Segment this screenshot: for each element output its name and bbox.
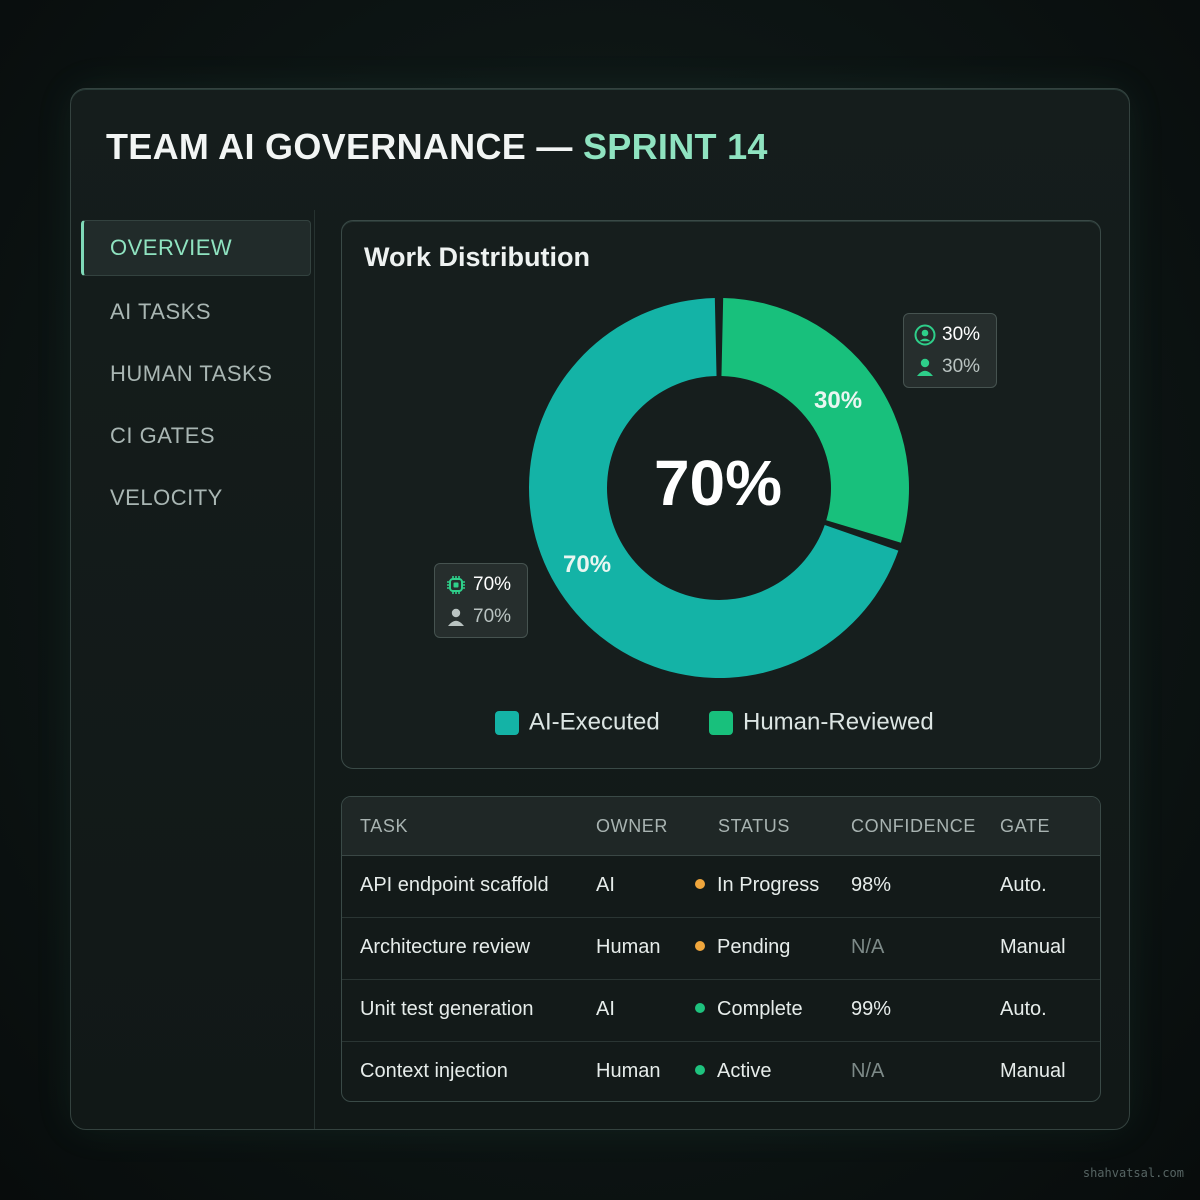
legend-swatch-ai (495, 710, 519, 735)
confidence-cell: 98% (851, 874, 892, 896)
gate-cell: Auto. (1000, 998, 1047, 1020)
status-dot (695, 1064, 705, 1075)
owner-cell: Human (596, 936, 661, 958)
table-header: TASK OWNER STATUS CONFIDENCE GATE (342, 797, 1100, 856)
user-icon (448, 608, 464, 626)
status-dot (695, 1002, 705, 1013)
donut-slice-ai-executed[interactable] (529, 298, 899, 678)
user-icon (917, 358, 933, 376)
status-text: Complete (717, 998, 803, 1020)
donut-chart (529, 298, 910, 678)
sidebar: OVERVIEW AI TASKS HUMAN TASKS CI GATES V… (70, 210, 315, 1129)
owner-cell: AI (596, 998, 615, 1020)
human-tooltip-value: 30% (942, 324, 981, 345)
chip-icon (447, 576, 465, 594)
sidebar-item-ci-gates[interactable]: CI GATES (110, 423, 216, 448)
work-distribution-title: Work Distribution (364, 242, 590, 272)
watermark: shahvatsal.com (1082, 1166, 1184, 1180)
gate-cell: Manual (1000, 1060, 1066, 1082)
column-header-task[interactable]: TASK (360, 816, 409, 836)
user-circle-icon (914, 324, 936, 346)
sidebar-item-human-tasks[interactable]: HUMAN TASKS (110, 361, 273, 386)
legend-label-ai: AI-Executed (529, 708, 660, 736)
status-text: In Progress (717, 874, 820, 896)
donut-center-label: 70% (653, 447, 783, 519)
column-header-status[interactable]: STATUS (718, 816, 790, 836)
table-row[interactable]: Unit test generation AI Complete 99% Aut… (342, 979, 1100, 1042)
sidebar-item-velocity[interactable]: VELOCITY (110, 485, 223, 510)
page-title: TEAM AI GOVERNANCE — SPRINT 14 (106, 126, 768, 168)
ai-tooltip-subvalue: 70% (473, 606, 512, 627)
status-text: Pending (717, 936, 791, 958)
ai-tooltip: 70% 70% (434, 563, 528, 638)
gate-cell: Auto. (1000, 874, 1047, 896)
confidence-cell: N/A (851, 1060, 885, 1082)
human-tooltip-subvalue: 30% (942, 356, 981, 377)
status-cell: In Progress (695, 855, 819, 915)
gate-cell: Manual (1000, 936, 1066, 958)
status-text: Active (717, 1060, 772, 1082)
task-cell: Unit test generation (360, 998, 534, 1020)
title-main: TEAM AI GOVERNANCE (106, 126, 527, 167)
status-dot (695, 940, 705, 951)
status-cell: Complete (695, 979, 803, 1039)
owner-cell: Human (596, 1060, 661, 1082)
title-sprint: SPRINT 14 (583, 126, 768, 167)
table-row[interactable]: Context injection Human Active N/A Manua… (342, 1041, 1100, 1101)
status-dot (695, 878, 705, 889)
sidebar-item-ai-tasks[interactable]: AI TASKS (110, 299, 212, 324)
status-cell: Pending (695, 917, 790, 977)
legend-swatch-human (709, 710, 733, 735)
owner-cell: AI (596, 874, 615, 896)
table-row[interactable]: API endpoint scaffold AI In Progress 98%… (342, 855, 1100, 918)
task-cell: API endpoint scaffold (360, 874, 549, 896)
legend-item-human-reviewed: Human-Reviewed (709, 708, 934, 738)
confidence-cell: N/A (851, 936, 885, 958)
column-header-confidence[interactable]: CONFIDENCE (851, 816, 977, 836)
confidence-cell: 99% (851, 998, 892, 1020)
legend-label-human: Human-Reviewed (743, 708, 934, 736)
column-header-gate[interactable]: GATE (1000, 816, 1051, 836)
title-separator: — (526, 126, 583, 167)
sidebar-item-overview[interactable]: OVERVIEW (81, 220, 311, 276)
human-segment-label: 30% (814, 387, 863, 414)
donut-slice-human-reviewed[interactable] (721, 298, 910, 543)
task-table: TASK OWNER STATUS CONFIDENCE GATE API en… (341, 796, 1101, 1102)
table-row[interactable]: Architecture review Human Pending N/A Ma… (342, 917, 1100, 980)
human-tooltip: 30% 30% (903, 313, 997, 388)
ai-tooltip-value: 70% (473, 574, 512, 595)
legend-item-ai-executed: AI-Executed (495, 708, 660, 738)
column-header-owner[interactable]: OWNER (596, 816, 668, 836)
task-cell: Architecture review (360, 936, 531, 958)
task-cell: Context injection (360, 1060, 508, 1082)
status-cell: Active (695, 1041, 771, 1101)
ai-segment-label: 70% (563, 551, 612, 578)
